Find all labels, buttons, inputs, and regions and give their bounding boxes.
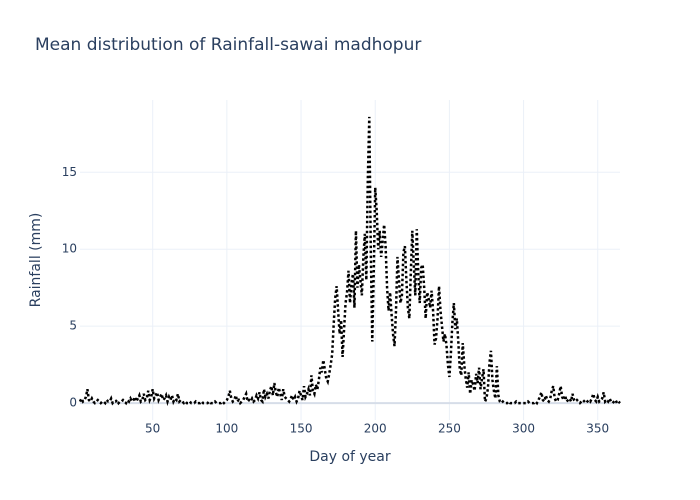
y-tick-label: 10 <box>62 242 77 256</box>
y-tick-label: 5 <box>69 319 77 333</box>
x-tick-label: 350 <box>586 422 609 436</box>
x-tick-label: 300 <box>512 422 535 436</box>
x-tick-label: 100 <box>215 422 238 436</box>
x-tick-label: 200 <box>364 422 387 436</box>
y-tick-label: 15 <box>62 165 77 179</box>
x-tick-label: 250 <box>438 422 461 436</box>
x-axis-title: Day of year <box>309 449 391 465</box>
y-axis-title: Rainfall (mm) <box>28 213 44 308</box>
chart-title: Mean distribution of Rainfall-sawai madh… <box>35 35 421 55</box>
y-tick-label: 0 <box>69 396 77 410</box>
x-tick-label: 50 <box>145 422 160 436</box>
x-tick-label: 150 <box>290 422 313 436</box>
data-line <box>78 116 621 407</box>
